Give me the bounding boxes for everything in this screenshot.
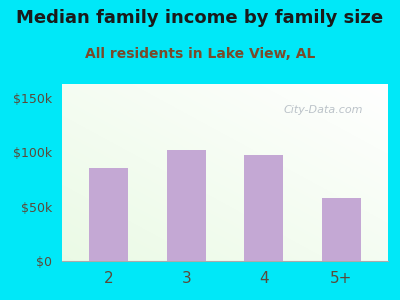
Text: Median family income by family size: Median family income by family size	[16, 9, 384, 27]
Bar	[244, 155, 283, 261]
Bar	[167, 150, 206, 261]
Bar	[89, 168, 128, 261]
Text: City-Data.com: City-Data.com	[284, 105, 363, 115]
Bar	[322, 198, 361, 261]
Text: All residents in Lake View, AL: All residents in Lake View, AL	[85, 46, 315, 61]
